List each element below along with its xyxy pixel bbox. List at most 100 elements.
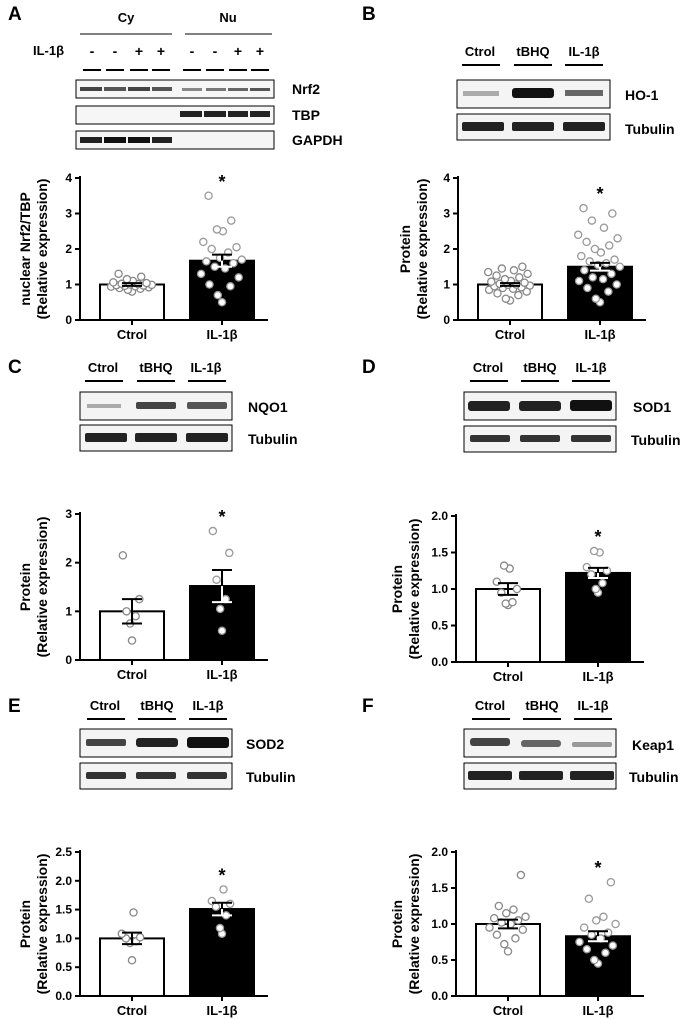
y-tick-label: 0.0 [431, 989, 448, 1003]
data-point [580, 266, 589, 275]
chart-f: 0.0 0.5 1.0 1.5 2.0 Ctrol IL-1β Protein (Relativ… [389, 845, 644, 1018]
data-point [213, 290, 223, 300]
panel-letter-a: A [8, 4, 22, 25]
y-tick-label: 0.5 [431, 953, 448, 967]
y-tick-label: 0 [65, 313, 72, 327]
y-tick-label: 3 [443, 207, 450, 221]
data-point [591, 916, 601, 925]
data-point [215, 604, 225, 614]
lane-label-tbhq: tBHQ [139, 360, 172, 375]
data-point [604, 241, 614, 250]
treatment-sign: - [113, 43, 118, 59]
lane-label-tbhq: tBHQ [140, 698, 173, 713]
blot-e: Ctrol tBHQ IL-1β SOD2 Tubulin [79, 698, 296, 790]
chart-c: 0 1 2 3 Ctrol IL-1β Protein (Relative expressio… [17, 507, 268, 682]
y-axis-label: nuclear Nrf2/TBP [17, 192, 33, 306]
data-point [521, 912, 530, 922]
lane-label-il1b: IL-1β [568, 44, 599, 59]
bar-ctrol [475, 588, 541, 663]
data-point [591, 294, 601, 303]
data-point [109, 278, 118, 287]
significance-star: * [218, 507, 225, 527]
data-point [118, 551, 128, 560]
data-point [520, 278, 529, 287]
group-label-nu: Nu [219, 10, 236, 25]
data-point [492, 930, 502, 940]
y-axis-label: Protein [17, 900, 33, 948]
band-label-sod2: SOD2 [246, 736, 284, 752]
lane-label-tbhq: tBHQ [516, 44, 549, 59]
band-label-keap1: Keap1 [632, 737, 674, 753]
y-tick-label: 1 [65, 604, 72, 618]
error-bar [588, 930, 608, 943]
lane-label-ctrol: Ctrol [88, 360, 118, 375]
x-tick-label: Ctrol [117, 1003, 147, 1018]
band-label-tbp: TBP [292, 107, 320, 123]
data-point [129, 908, 138, 917]
data-point [509, 905, 518, 914]
data-point [598, 274, 608, 284]
data-point [207, 244, 216, 254]
data-point [590, 244, 600, 254]
data-point [114, 269, 123, 279]
data-point [514, 273, 524, 282]
data-point [598, 578, 607, 588]
lane-label-tbhq: tBHQ [525, 698, 558, 713]
data-point [202, 257, 211, 266]
panel-letter-b: B [362, 4, 376, 25]
x-tick-label: Ctrol [117, 667, 147, 682]
bar-ctrol [99, 937, 165, 998]
data-point [587, 930, 596, 940]
data-point [212, 575, 221, 584]
data-point [516, 870, 526, 880]
data-point [587, 216, 597, 225]
data-point [215, 923, 225, 933]
data-point [127, 636, 137, 645]
data-point [579, 923, 589, 932]
lane-label-il1b: IL-1β [190, 360, 221, 375]
treatment-sign: - [213, 43, 218, 59]
y-tick-label: 1.5 [431, 546, 448, 560]
data-point [508, 597, 517, 607]
data-point [135, 932, 145, 942]
band-label-tubulin-d: Tubulin [631, 432, 681, 448]
data-point [608, 941, 618, 950]
lane-label-ctrol: Ctrol [90, 698, 120, 713]
data-point [237, 255, 247, 264]
data-point [608, 209, 617, 218]
data-point [136, 272, 146, 281]
blot-f: Ctrol tBHQ IL-1β Keap1 Tubulin [463, 698, 679, 790]
data-point [579, 203, 588, 213]
treatment-sign: - [190, 43, 195, 59]
treatment-signs: - - + + - - + + [90, 43, 264, 59]
x-tick-label: IL-1β [584, 327, 615, 342]
data-point [604, 287, 613, 296]
data-point [503, 947, 513, 956]
data-point [574, 276, 584, 286]
x-tick-label: Ctrol [493, 669, 523, 684]
data-point [599, 223, 609, 232]
y-tick-label: 1.0 [431, 917, 448, 931]
data-point [610, 255, 619, 264]
blot-gapdh [75, 130, 275, 150]
y-tick-label: 4 [65, 171, 72, 185]
y-axis-label: (Relative expression) [34, 179, 50, 320]
data-point [613, 234, 622, 243]
band-label-nqo1: NQO1 [248, 399, 288, 415]
band-label-tubulin-e: Tubulin [246, 769, 296, 785]
chart-a: 0 1 2 3 4 Ctrol IL-1β nuclear Nrf2/TBP (Relative… [17, 171, 268, 342]
error-bar [122, 931, 142, 946]
data-point [492, 577, 502, 586]
data-point [583, 283, 592, 293]
bar-il1b [567, 265, 633, 321]
data-point [219, 885, 228, 894]
lane-label-ctrol: Ctrol [475, 698, 505, 713]
data-point [584, 894, 594, 904]
y-tick-label: 2.0 [431, 845, 448, 859]
error-bar [122, 282, 142, 287]
y-tick-label: 3 [65, 207, 72, 221]
data-point [217, 626, 227, 636]
data-point [501, 908, 511, 918]
panel-letter-f: F [362, 696, 374, 717]
